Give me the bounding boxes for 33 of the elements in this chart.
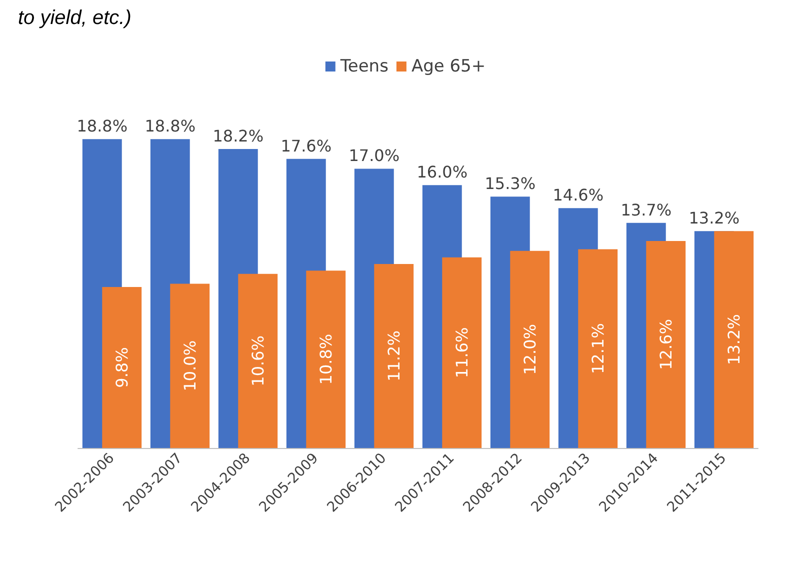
data-label: 18.8% [144, 116, 196, 136]
bar [170, 284, 210, 448]
data-label: 13.7% [620, 200, 672, 220]
data-label: 16.0% [416, 162, 468, 182]
text: to yield, etc.) [18, 7, 132, 29]
bar [510, 250, 550, 448]
data-label: 18.8% [76, 116, 128, 136]
bar [374, 264, 414, 448]
data-label: 11.2% [384, 330, 404, 382]
bar [578, 249, 618, 448]
data-label: 13.2% [724, 314, 744, 365]
bar [714, 231, 754, 448]
data-label: 15.3% [484, 174, 536, 194]
bar [306, 270, 346, 448]
data-label: 12.1% [588, 323, 608, 374]
data-label: 12.6% [656, 319, 676, 370]
bar [238, 274, 278, 448]
bar [442, 257, 482, 448]
data-label: 12.0% [520, 324, 540, 375]
data-label: 18.2% [212, 126, 264, 146]
data-label: 10.6% [248, 336, 268, 386]
data-label: 9.8% [112, 347, 132, 388]
data-label: 11.6% [452, 327, 472, 378]
bar [102, 287, 142, 448]
legend-label: Age 65+ [411, 56, 486, 76]
data-label: 13.2% [688, 208, 740, 228]
data-label: 17.0% [348, 146, 400, 166]
data-label: 10.0% [180, 340, 200, 392]
bar [646, 241, 686, 448]
data-label: 17.6% [280, 136, 332, 156]
data-label: 10.8% [316, 334, 336, 385]
data-label: 14.6% [552, 186, 604, 205]
legend-label: Teens [339, 56, 389, 76]
